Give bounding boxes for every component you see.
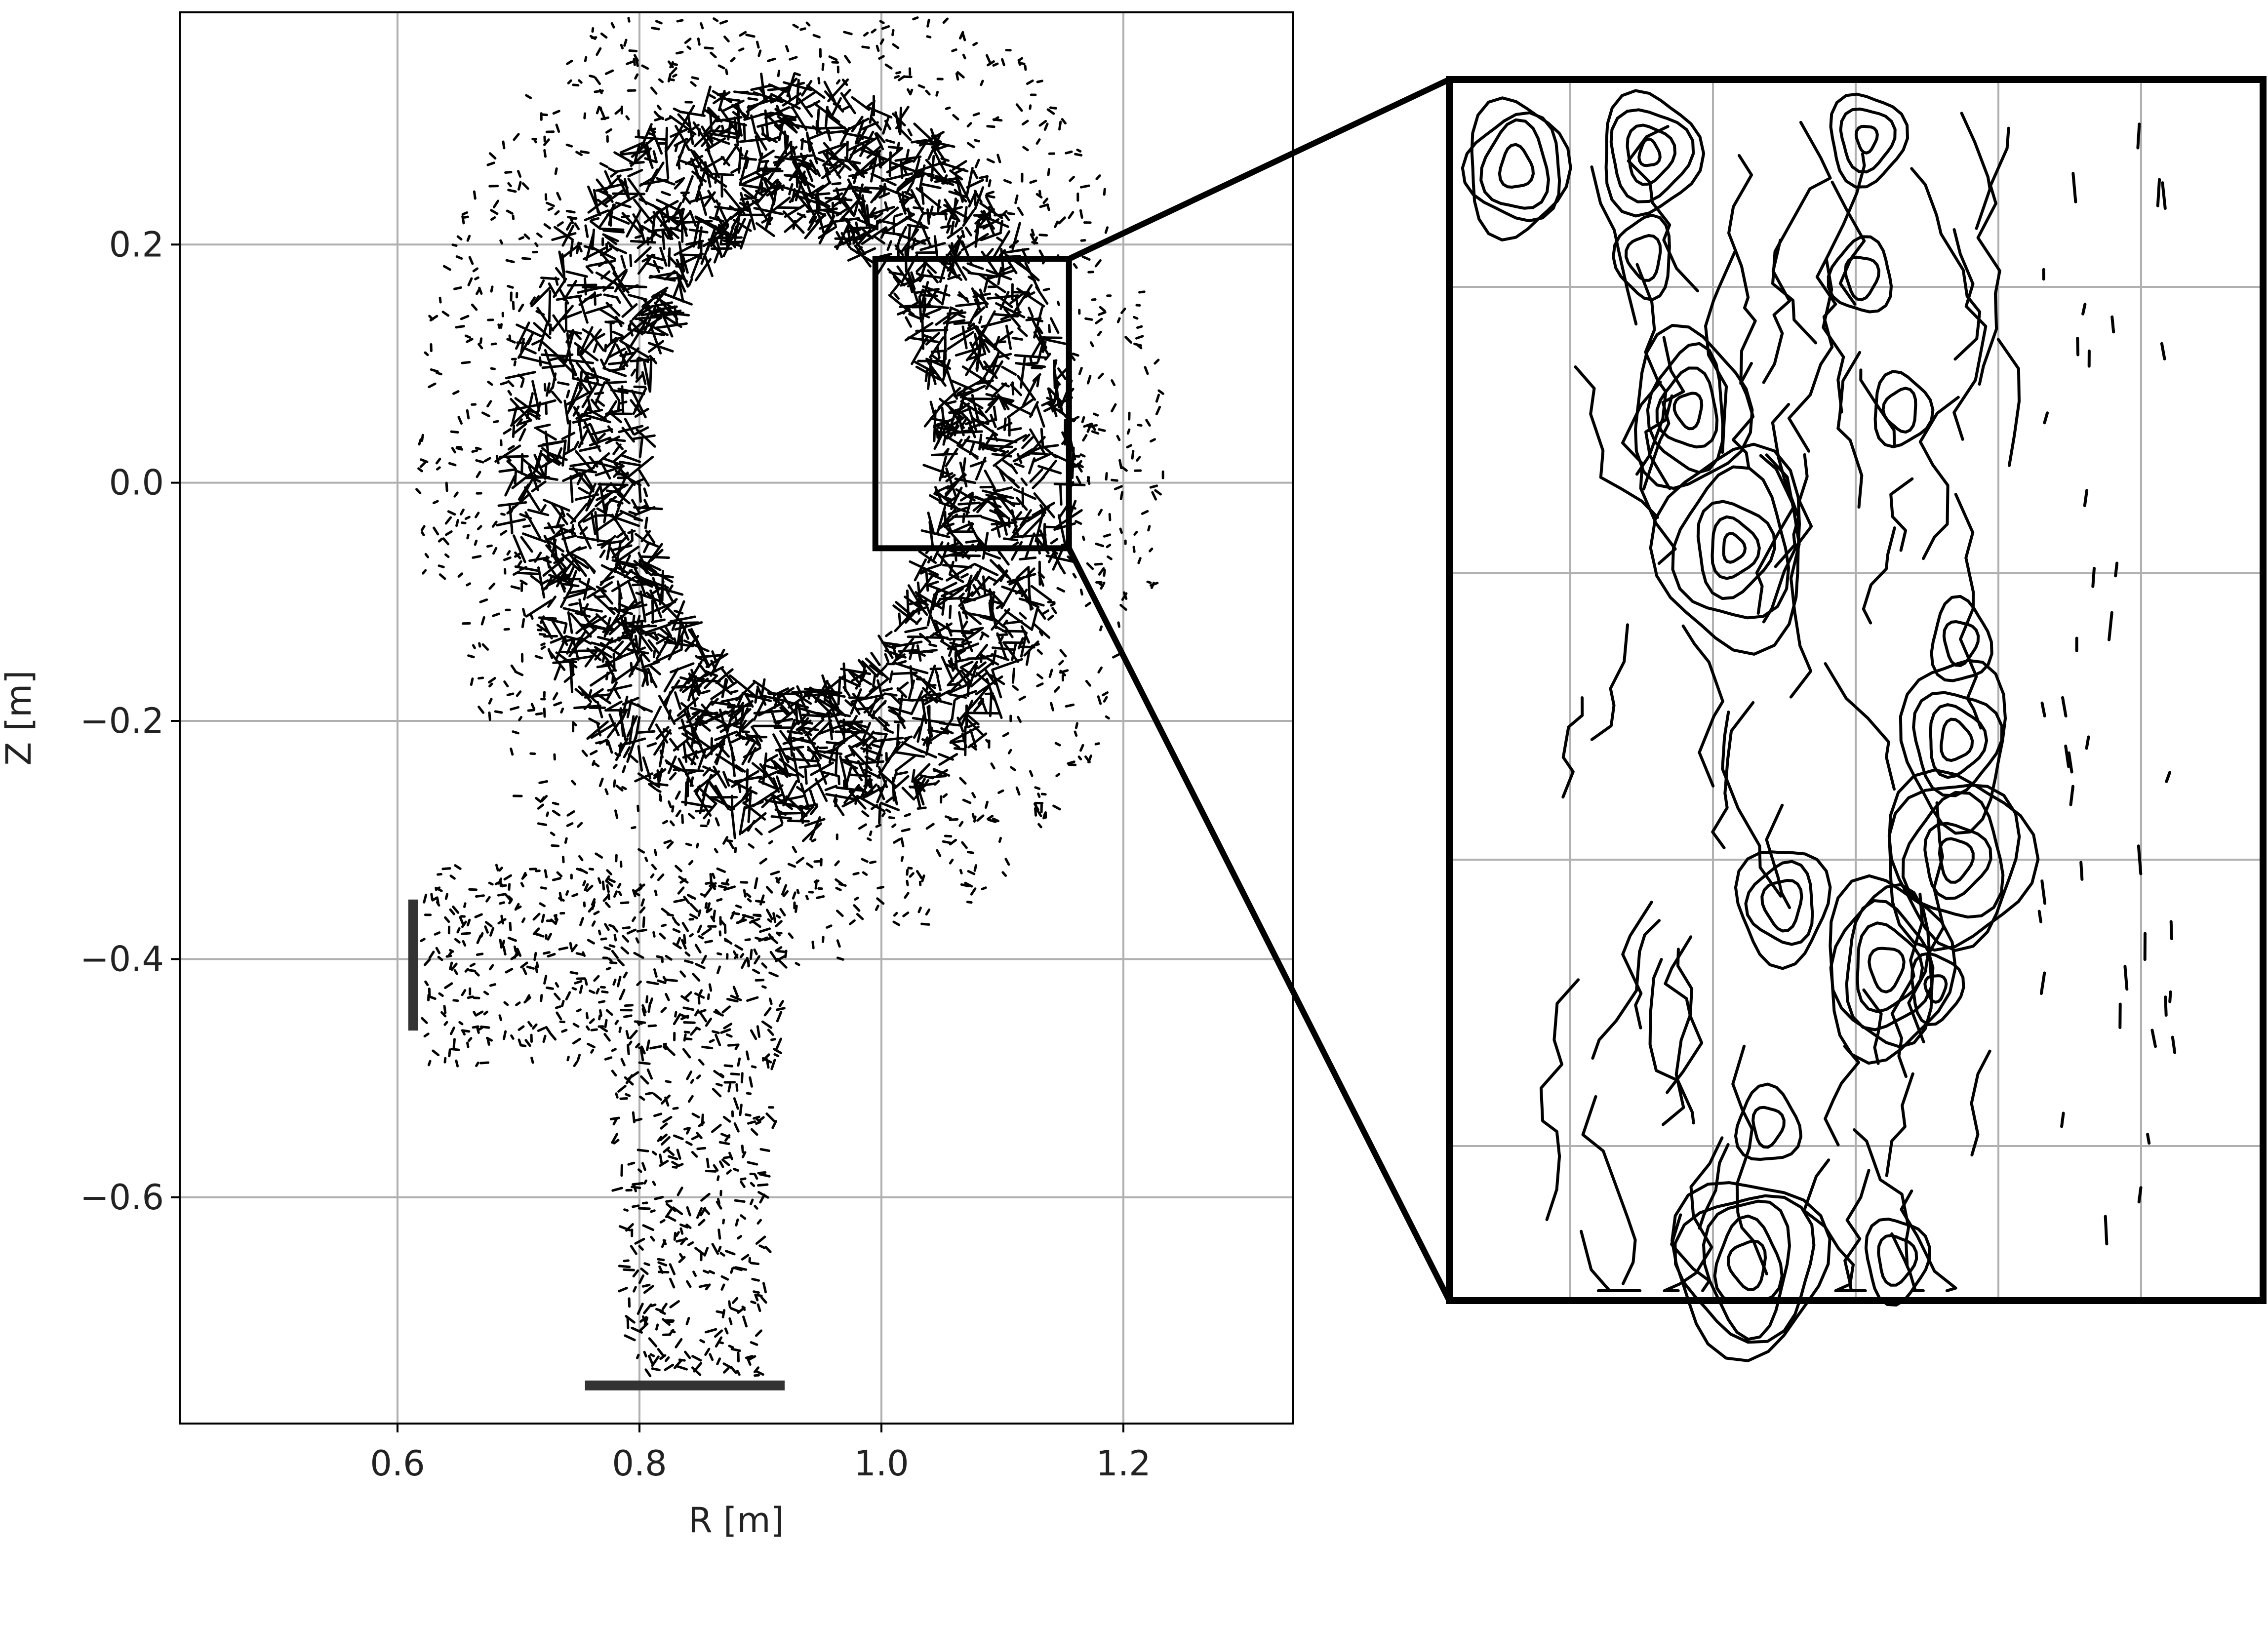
x-axis-ticks: 0.6 0.8 1.0 1.2 [370,1424,1151,1484]
zoom-connector-bottom [1066,547,1452,1302]
zoom-box [872,256,1072,552]
x-tick-label: 1.0 [854,1443,909,1484]
inset-frame [1446,76,2267,1304]
inset-grid [1449,79,2263,1301]
x-tick-label: 0.6 [370,1443,425,1484]
y-tick-label: 0.2 [109,224,164,265]
zoom-indicator [872,77,1452,1302]
y-axis-ticks: 0.2 0.0 −0.2 −0.4 −0.6 [80,224,180,1218]
field-line-puncture-points [415,16,1164,1378]
y-axis-label: Z [m] [0,670,39,765]
zoom-connector-top [1068,77,1451,262]
y-tick-label: −0.2 [80,701,164,741]
inset-contour-lines [1461,89,2177,1362]
y-tick-label: −0.4 [80,939,164,979]
y-tick-label: 0.0 [109,463,164,503]
main-plot-frame [179,11,1294,1425]
x-axis-label: R [m] [688,1500,784,1541]
x-tick-label: 0.8 [612,1443,667,1484]
y-tick-label: −0.6 [80,1177,164,1218]
wall-segments [408,899,785,1390]
puncture-dashes [415,16,1164,1378]
inset-contours-path [1461,89,2177,1362]
x-tick-label: 1.2 [1096,1443,1151,1484]
